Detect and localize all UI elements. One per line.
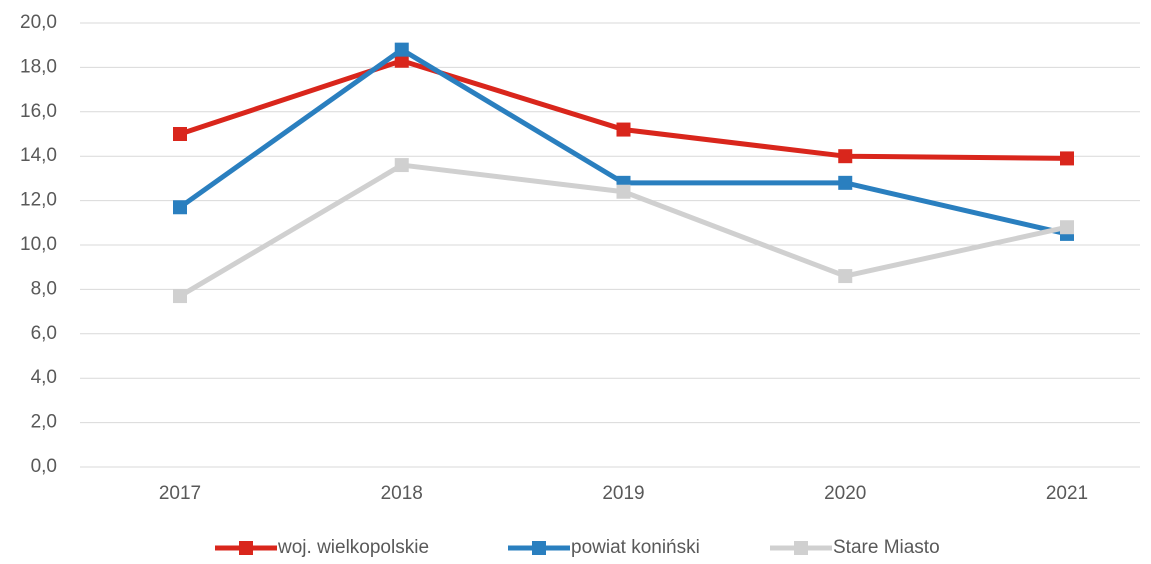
- y-tick-label: 6,0: [31, 323, 57, 344]
- y-tick-label: 14,0: [20, 145, 57, 166]
- x-tick-label: 2017: [159, 483, 201, 504]
- point-marker: [394, 158, 409, 173]
- point-marker: [173, 200, 187, 215]
- x-tick-label: 2020: [824, 483, 866, 504]
- point-marker: [1060, 220, 1074, 235]
- point-marker: [173, 127, 187, 141]
- series-line: [178, 47, 1068, 237]
- y-tick-label: 16,0: [20, 101, 57, 122]
- point-marker: [1060, 151, 1074, 166]
- x-tick-label: 2019: [602, 483, 644, 504]
- series-line: [179, 58, 1068, 161]
- y-tick-label: 10,0: [20, 234, 57, 255]
- y-tick-label: 12,0: [20, 190, 57, 211]
- point-marker: [838, 269, 853, 284]
- legend-marker: [794, 541, 808, 555]
- y-tick-label: 0,0: [31, 456, 57, 477]
- legend-marker: [239, 541, 253, 555]
- legend-marker: [532, 541, 546, 555]
- point-marker: [173, 289, 187, 304]
- point-marker: [394, 42, 409, 57]
- legend-label: powiat koniński: [571, 537, 700, 558]
- y-tick-label: 8,0: [31, 278, 57, 299]
- x-tick-label: 2018: [381, 483, 423, 504]
- legend-label: woj. wielkopolskie: [277, 537, 429, 558]
- point-marker: [616, 184, 631, 199]
- y-tick-label: 18,0: [20, 56, 57, 77]
- y-tick-label: 2,0: [31, 412, 57, 433]
- y-tick-label: 20,0: [20, 12, 57, 33]
- point-marker: [616, 122, 631, 137]
- legend-label: Stare Miasto: [833, 537, 940, 558]
- point-marker: [838, 175, 853, 190]
- x-tick-label: 2021: [1046, 483, 1088, 504]
- y-tick-label: 4,0: [31, 367, 57, 388]
- point-marker: [838, 149, 853, 164]
- point-marker: [394, 53, 409, 68]
